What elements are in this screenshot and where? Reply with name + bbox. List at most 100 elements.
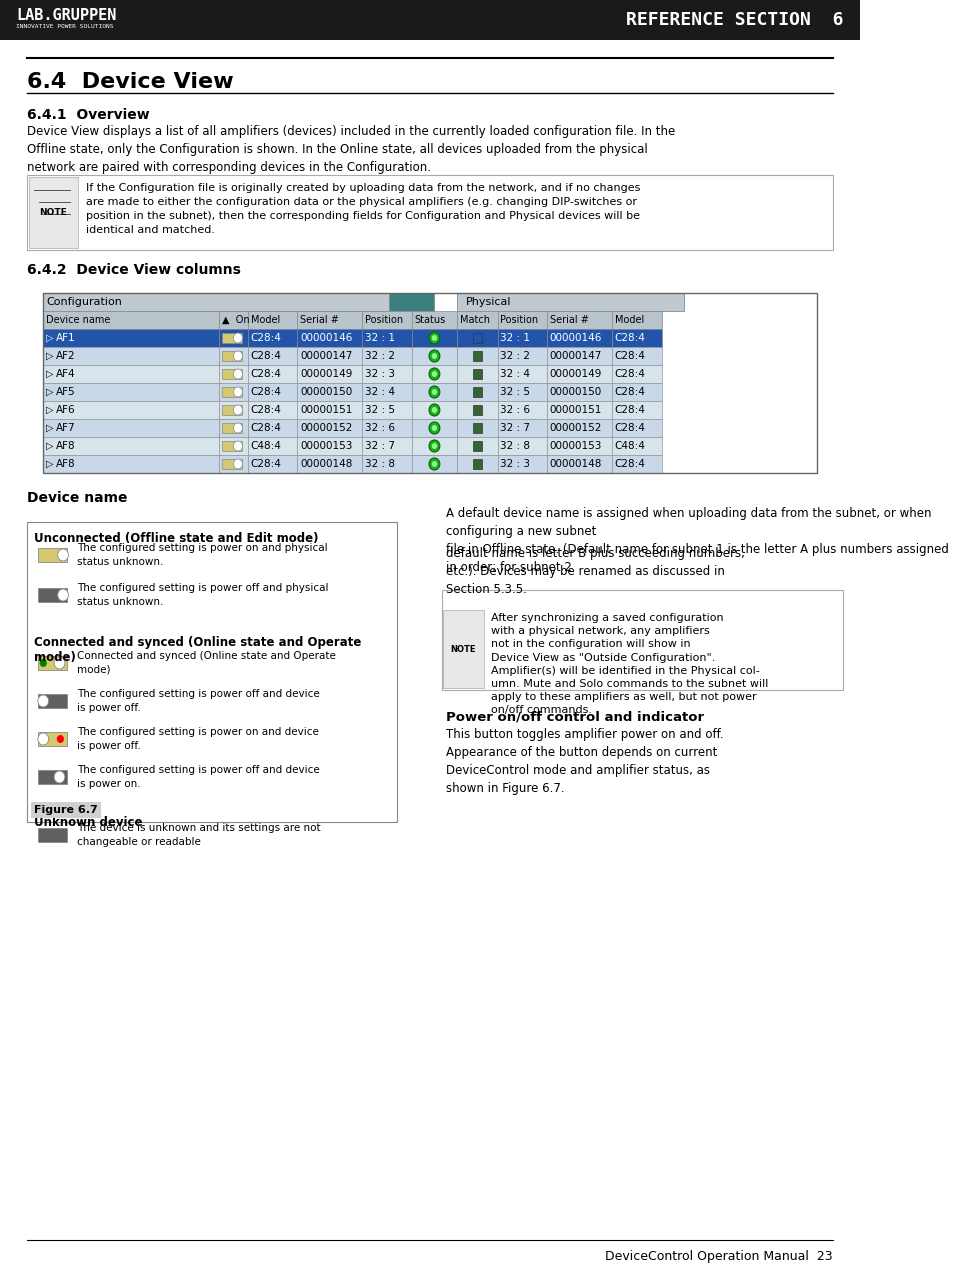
Text: C28:4: C28:4 bbox=[251, 459, 281, 469]
Circle shape bbox=[429, 350, 439, 361]
Text: C28:4: C28:4 bbox=[614, 369, 645, 379]
Text: C28:4: C28:4 bbox=[251, 369, 281, 379]
Text: This button toggles amplifier power on and off.
Appearance of the button depends: This button toggles amplifier power on a… bbox=[446, 728, 723, 795]
Text: Unknown device: Unknown device bbox=[34, 817, 143, 829]
Text: 32 : 8: 32 : 8 bbox=[499, 441, 530, 451]
Bar bbox=[611, 311, 660, 328]
Text: 32 : 4: 32 : 4 bbox=[365, 387, 395, 397]
Circle shape bbox=[432, 425, 436, 431]
Text: C28:4: C28:4 bbox=[614, 459, 645, 469]
Bar bbox=[297, 347, 362, 365]
Bar bbox=[38, 770, 67, 784]
Bar bbox=[297, 383, 362, 401]
Circle shape bbox=[429, 422, 439, 434]
Bar bbox=[611, 437, 660, 455]
Text: 32 : 5: 32 : 5 bbox=[365, 404, 395, 415]
Bar bbox=[221, 351, 241, 361]
Text: DeviceControl Operation Manual  23: DeviceControl Operation Manual 23 bbox=[604, 1250, 832, 1263]
Circle shape bbox=[54, 771, 65, 784]
Text: 00000149: 00000149 bbox=[549, 369, 601, 379]
Bar bbox=[389, 293, 434, 311]
Text: 00000153: 00000153 bbox=[549, 441, 601, 451]
Text: 00000147: 00000147 bbox=[300, 351, 353, 361]
Bar bbox=[219, 328, 248, 347]
Text: default name is letter B plus succeeding numbers,
etc.). Devices may be renamed : default name is letter B plus succeeding… bbox=[446, 547, 744, 596]
Circle shape bbox=[429, 404, 439, 416]
Circle shape bbox=[38, 695, 49, 708]
Text: 32 : 1: 32 : 1 bbox=[365, 333, 395, 344]
Circle shape bbox=[432, 335, 436, 341]
Bar bbox=[362, 347, 412, 365]
Bar bbox=[546, 401, 611, 418]
Text: The device is unknown and its settings are not
changeable or readable: The device is unknown and its settings a… bbox=[76, 823, 320, 847]
Text: 32 : 3: 32 : 3 bbox=[499, 459, 530, 469]
Circle shape bbox=[40, 659, 47, 667]
Bar bbox=[456, 455, 497, 473]
Text: Position: Position bbox=[365, 314, 403, 325]
Bar bbox=[443, 610, 483, 689]
Bar bbox=[248, 383, 297, 401]
Bar bbox=[43, 293, 816, 473]
Bar bbox=[497, 328, 546, 347]
Bar bbox=[441, 590, 841, 690]
Bar bbox=[473, 387, 481, 397]
Circle shape bbox=[432, 389, 436, 396]
Bar bbox=[497, 401, 546, 418]
Text: C28:4: C28:4 bbox=[614, 387, 645, 397]
Bar bbox=[456, 328, 497, 347]
Bar bbox=[362, 418, 412, 437]
Bar bbox=[456, 311, 497, 328]
Text: The configured setting is power off and device
is power off.: The configured setting is power off and … bbox=[76, 690, 319, 713]
Bar bbox=[412, 401, 456, 418]
Bar bbox=[43, 418, 219, 437]
Bar bbox=[248, 311, 297, 328]
Circle shape bbox=[432, 407, 436, 413]
Bar bbox=[219, 418, 248, 437]
Bar bbox=[43, 383, 219, 401]
Text: Match: Match bbox=[459, 314, 489, 325]
Bar bbox=[611, 455, 660, 473]
Circle shape bbox=[54, 657, 65, 670]
Bar bbox=[456, 383, 497, 401]
Bar bbox=[43, 455, 219, 473]
Bar bbox=[412, 347, 456, 365]
Bar bbox=[43, 293, 412, 311]
Bar bbox=[221, 333, 241, 344]
Bar bbox=[456, 365, 497, 383]
Bar bbox=[497, 347, 546, 365]
Text: Status: Status bbox=[415, 314, 445, 325]
Text: 00000146: 00000146 bbox=[300, 333, 353, 344]
Bar bbox=[611, 328, 660, 347]
Circle shape bbox=[429, 332, 439, 344]
Bar bbox=[248, 328, 297, 347]
Text: 32 : 7: 32 : 7 bbox=[365, 441, 395, 451]
Text: 00000150: 00000150 bbox=[549, 387, 601, 397]
Bar bbox=[456, 418, 497, 437]
Bar bbox=[362, 455, 412, 473]
Text: 00000151: 00000151 bbox=[300, 404, 353, 415]
Bar bbox=[412, 311, 456, 328]
Text: Serial #: Serial # bbox=[549, 314, 588, 325]
Bar bbox=[27, 522, 396, 822]
Bar bbox=[497, 418, 546, 437]
Bar bbox=[546, 328, 611, 347]
Text: C28:4: C28:4 bbox=[614, 404, 645, 415]
Text: C28:4: C28:4 bbox=[614, 351, 645, 361]
Text: 00000146: 00000146 bbox=[549, 333, 601, 344]
Bar bbox=[219, 347, 248, 365]
Text: NOTE: NOTE bbox=[450, 645, 476, 654]
Text: 00000148: 00000148 bbox=[300, 459, 353, 469]
Text: C48:4: C48:4 bbox=[614, 441, 645, 451]
Text: 00000150: 00000150 bbox=[300, 387, 352, 397]
Bar bbox=[248, 455, 297, 473]
Bar bbox=[362, 328, 412, 347]
Bar bbox=[362, 401, 412, 418]
Text: C28:4: C28:4 bbox=[251, 387, 281, 397]
Bar bbox=[297, 311, 362, 328]
Bar bbox=[362, 365, 412, 383]
Bar bbox=[219, 365, 248, 383]
Circle shape bbox=[432, 372, 436, 377]
Bar bbox=[473, 351, 481, 361]
Text: Figure 6.7: Figure 6.7 bbox=[34, 805, 98, 815]
Bar bbox=[546, 365, 611, 383]
